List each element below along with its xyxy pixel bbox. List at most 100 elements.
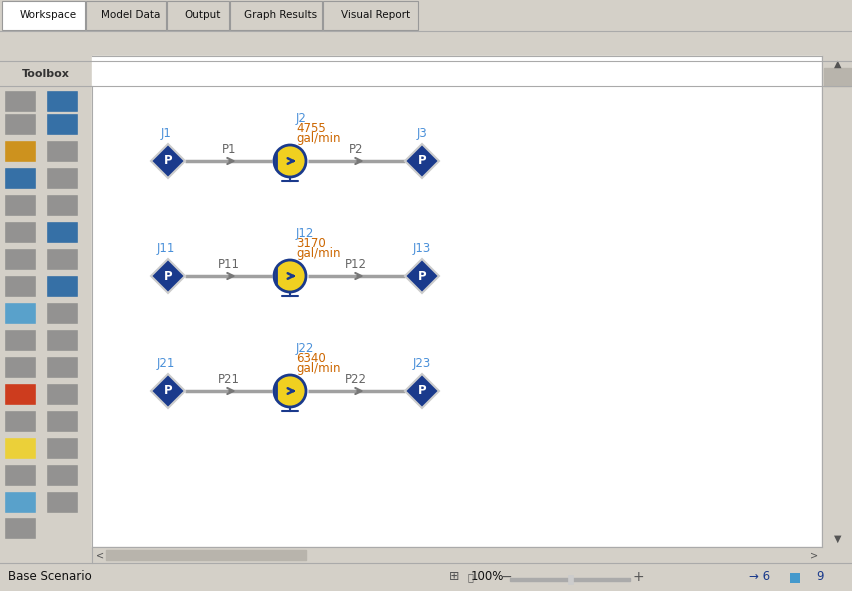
Bar (47, 249, 77, 269)
Polygon shape (405, 374, 439, 408)
Bar (5, 411, 35, 431)
FancyBboxPatch shape (167, 1, 228, 30)
Bar (47, 168, 77, 188)
Text: P: P (164, 385, 172, 398)
Circle shape (273, 375, 306, 407)
Bar (47, 465, 77, 485)
Bar (47, 195, 77, 215)
FancyBboxPatch shape (230, 1, 321, 30)
Text: J2: J2 (296, 112, 307, 125)
Bar (5, 168, 35, 188)
Bar (47, 438, 77, 458)
Text: P: P (417, 385, 426, 398)
Text: J1: J1 (160, 127, 171, 140)
Bar (5, 384, 35, 404)
Text: P11: P11 (218, 258, 239, 271)
Text: 4755: 4755 (296, 122, 325, 135)
Text: P12: P12 (344, 258, 366, 271)
Text: ▲: ▲ (832, 59, 840, 69)
Polygon shape (151, 259, 185, 293)
Bar (0, 61, 852, 86)
Bar (5, 518, 35, 538)
Bar (5, 330, 35, 350)
Bar (0, 0, 852, 31)
Text: P21: P21 (218, 373, 239, 386)
Text: → 6: → 6 (749, 570, 769, 583)
Text: J13: J13 (412, 242, 430, 255)
Text: P: P (417, 269, 426, 282)
Bar (823, 68, 850, 86)
Bar (0, 86, 92, 563)
FancyBboxPatch shape (2, 1, 85, 30)
Bar (5, 357, 35, 377)
Text: Toolbox: Toolbox (22, 69, 70, 79)
Text: gal/min: gal/min (296, 247, 340, 260)
Text: 3170: 3170 (296, 237, 325, 250)
Text: +: + (631, 570, 643, 584)
Text: >: > (809, 550, 817, 560)
Bar (47, 114, 77, 134)
FancyBboxPatch shape (86, 1, 166, 30)
Text: −: − (499, 570, 511, 584)
Bar (5, 276, 35, 296)
Bar (47, 276, 77, 296)
Bar (47, 303, 77, 323)
Text: ▼: ▼ (832, 534, 840, 544)
Text: Base Scenario: Base Scenario (8, 570, 92, 583)
Bar (47, 222, 77, 242)
Bar (5, 91, 35, 111)
Text: Model Data: Model Data (101, 10, 160, 20)
Text: 9: 9 (815, 570, 823, 583)
Text: P: P (164, 269, 172, 282)
Text: 🔍: 🔍 (467, 572, 472, 582)
Bar (5, 222, 35, 242)
Circle shape (273, 145, 306, 177)
Text: J22: J22 (296, 342, 314, 355)
Bar (47, 91, 77, 111)
Text: J23: J23 (412, 357, 430, 370)
Bar (5, 438, 35, 458)
Polygon shape (151, 144, 185, 178)
Bar (5, 465, 35, 485)
FancyBboxPatch shape (323, 1, 417, 30)
Text: J3: J3 (416, 127, 427, 140)
Text: P2: P2 (348, 143, 363, 156)
Bar (92, 56, 821, 547)
Bar (0, 31, 852, 61)
Text: Visual Report: Visual Report (341, 10, 410, 20)
Bar (92, 547, 821, 563)
Text: <: < (95, 550, 104, 560)
Text: ⊞: ⊞ (448, 570, 458, 583)
Text: 6340: 6340 (296, 352, 325, 365)
Bar (509, 578, 630, 581)
Bar (0, 563, 852, 591)
Text: 100%: 100% (469, 570, 503, 583)
Text: gal/min: gal/min (296, 132, 340, 145)
Bar (5, 141, 35, 161)
Text: Output: Output (185, 10, 221, 20)
Bar (567, 575, 573, 584)
Bar (5, 114, 35, 134)
Bar (47, 492, 77, 512)
Bar (789, 573, 799, 583)
Bar (5, 492, 35, 512)
Polygon shape (151, 374, 185, 408)
Bar (47, 330, 77, 350)
Text: J11: J11 (157, 242, 175, 255)
Text: P22: P22 (344, 373, 366, 386)
Text: J21: J21 (157, 357, 175, 370)
Bar (106, 550, 306, 560)
Text: P: P (164, 154, 172, 167)
Bar (821, 56, 852, 547)
Polygon shape (405, 144, 439, 178)
Text: J12: J12 (296, 227, 314, 240)
Text: P: P (417, 154, 426, 167)
Text: gal/min: gal/min (296, 362, 340, 375)
Bar (47, 357, 77, 377)
Circle shape (273, 260, 306, 292)
Bar (5, 303, 35, 323)
Bar (47, 141, 77, 161)
Bar (5, 195, 35, 215)
Polygon shape (405, 259, 439, 293)
Text: P1: P1 (222, 143, 236, 156)
